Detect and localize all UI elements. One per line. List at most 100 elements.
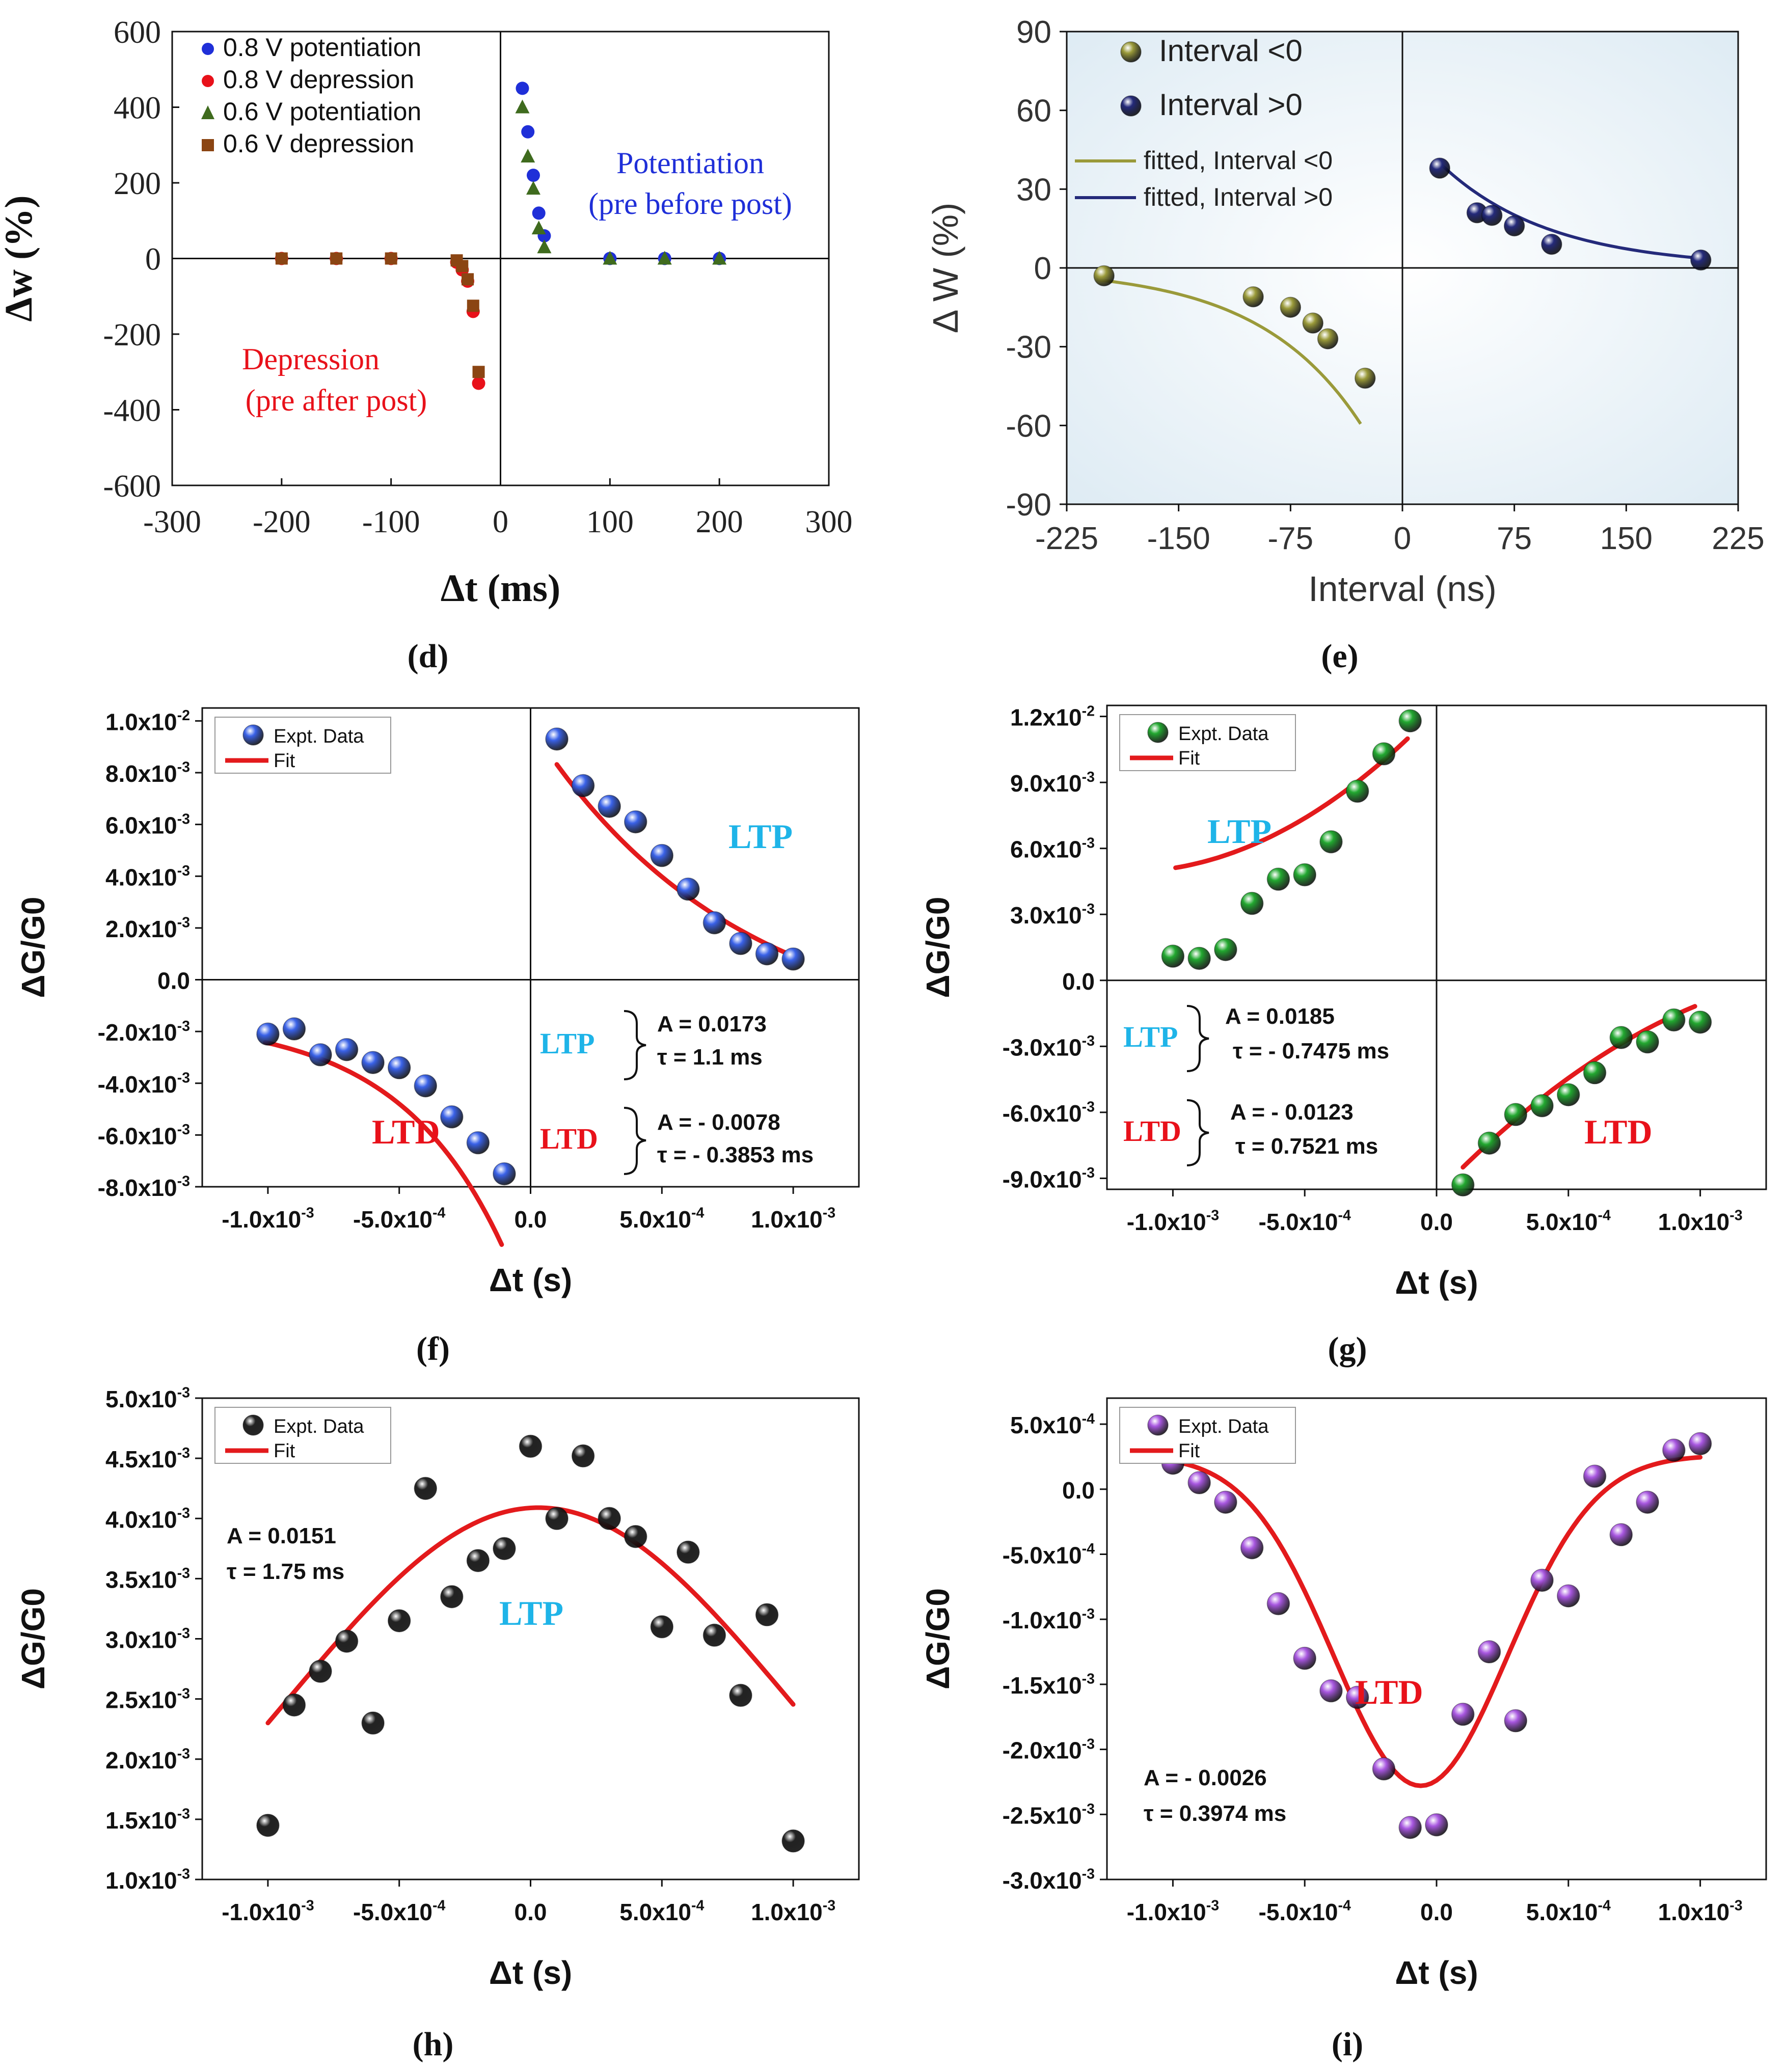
brace: [1186, 1005, 1209, 1072]
param-tau: τ = 1.1 ms: [657, 1045, 763, 1070]
fit-curve: [1173, 736, 1410, 870]
brace: [624, 1107, 646, 1175]
legend-label: Fit: [274, 1440, 295, 1462]
y-axis-label: Δw (%): [0, 195, 40, 321]
panel-label: (d): [408, 638, 449, 675]
y-axis-label: ΔG/G0: [15, 1588, 51, 1689]
param-a: A = - 0.0026: [1144, 1765, 1267, 1790]
x-tick-label: -5.0x10-4: [353, 1898, 446, 1925]
x-tick-label: 5.0x10-4: [619, 1898, 704, 1925]
data-point: [1266, 1592, 1290, 1616]
y-tick-label: -2.0x10-3: [98, 1018, 190, 1046]
data-point: [1319, 830, 1343, 854]
param-name: LTP: [1123, 1020, 1178, 1053]
data-point: [1504, 1103, 1528, 1126]
data-point: [571, 1444, 595, 1468]
ltd-label: LTD: [372, 1112, 440, 1151]
y-tick-label: 90: [1016, 15, 1051, 50]
data-point: [493, 1162, 516, 1186]
fit-curve: [265, 1505, 796, 1726]
data-point: [650, 1615, 674, 1639]
ltp-label: LTP: [1207, 812, 1272, 851]
y-tick-label: -9.0x10-3: [1003, 1165, 1095, 1192]
data-point: [650, 843, 674, 867]
data-point: [677, 1540, 700, 1564]
y-axis-label: ΔG/G0: [919, 1588, 956, 1689]
data-point: [1530, 1568, 1554, 1592]
y-tick-label: 600: [114, 15, 161, 50]
chart-d: -300 -200 -100 0 100 200 300 -600 -400 -200 0 200 40…: [0, 15, 853, 675]
y-tick-label: 1.5x10-3: [105, 1806, 190, 1834]
x-tick-label: 1.0x10-3: [1658, 1898, 1743, 1925]
data-point: [515, 99, 530, 114]
ltp-label: LTP: [499, 1594, 563, 1632]
y-tick-label: 60: [1016, 94, 1051, 129]
legend-label: Expt. Data: [274, 726, 364, 747]
panel-label: (g): [1328, 1330, 1367, 1368]
data-point: [330, 252, 343, 265]
data-point: [1345, 1685, 1369, 1709]
data-point: [1355, 367, 1376, 389]
legend-label: Fit: [274, 750, 295, 772]
legend-label: Fit: [1178, 748, 1200, 769]
legend-box: [1119, 714, 1296, 771]
x-tick-label: 1.0x10-3: [751, 1898, 835, 1925]
data-point: [1609, 1523, 1633, 1546]
data-point: [516, 81, 529, 95]
x-axis-label: Δt (s): [1395, 1264, 1478, 1301]
y-tick-label: 5.0x10-4: [1010, 1411, 1095, 1438]
data-point: [531, 221, 546, 235]
data-point: [1398, 709, 1422, 732]
data-point: [1530, 1094, 1554, 1117]
ltp-label: LTP: [728, 817, 793, 856]
legend-marker: [242, 724, 264, 746]
y-tick-label: 9.0x10-3: [1010, 769, 1095, 797]
data-point: [1636, 1030, 1659, 1054]
legend-marker: [1147, 1414, 1169, 1436]
x-tick-label: -100: [362, 505, 420, 539]
y-tick-label: -400: [103, 394, 161, 428]
data-point: [657, 251, 672, 265]
chart-g: -1.0x10-3 -5.0x10-4 0.0 5.0x10-4 1.0x10-3 1.2…: [919, 703, 1767, 1368]
x-tick-label: -225: [1035, 521, 1098, 556]
data-point: [335, 1038, 359, 1061]
legend-label: Expt. Data: [274, 1416, 364, 1437]
data-point: [1214, 938, 1237, 962]
legend: Expt. Data Fit: [1119, 714, 1296, 771]
data-point: [1266, 867, 1290, 891]
data-point: [598, 1507, 621, 1530]
data-point: [624, 1524, 647, 1548]
data-point: [450, 254, 463, 267]
data-point: [1662, 1008, 1686, 1032]
y-tick-label: 1.2x10-2: [1010, 703, 1095, 730]
legend: Expt. Data Fit: [214, 1407, 391, 1464]
data-point: [521, 149, 535, 163]
data-point: [677, 877, 700, 901]
data-point: [1481, 205, 1503, 226]
x-tick-label: -200: [253, 505, 311, 539]
y-tick-label: 2.0x10-3: [105, 915, 190, 942]
y-tick-label: 400: [114, 91, 161, 126]
x-tick-label: 0.0: [1420, 1899, 1453, 1925]
x-tick-label: -5.0x10-4: [1259, 1208, 1351, 1235]
param-a: A = 0.0151: [227, 1523, 336, 1548]
x-tick-label: -5.0x10-4: [353, 1205, 446, 1233]
data-point: [335, 1629, 359, 1653]
x-tick-label: 5.0x10-4: [1526, 1208, 1611, 1235]
data-point: [702, 1623, 726, 1647]
legend: 0.8 V potentiation 0.8 V depression 0.6 V …: [201, 33, 421, 158]
data-point: [467, 299, 479, 312]
data-point: [1161, 944, 1185, 968]
data-point: [282, 1017, 306, 1041]
data-point: [1293, 1647, 1316, 1670]
y-tick-label: -6.0x10-3: [1003, 1099, 1095, 1127]
param-tau: τ = 0.7521 ms: [1235, 1134, 1378, 1159]
data-point: [1541, 233, 1562, 255]
x-axis-label: Δt (s): [489, 1262, 572, 1298]
x-tick-label: 75: [1497, 521, 1532, 556]
x-tick-label: 225: [1712, 521, 1764, 556]
param-name: LTP: [540, 1027, 594, 1060]
y-tick-label: 0: [145, 242, 161, 277]
data-point: [1187, 1471, 1211, 1494]
data-point: [361, 1051, 385, 1074]
